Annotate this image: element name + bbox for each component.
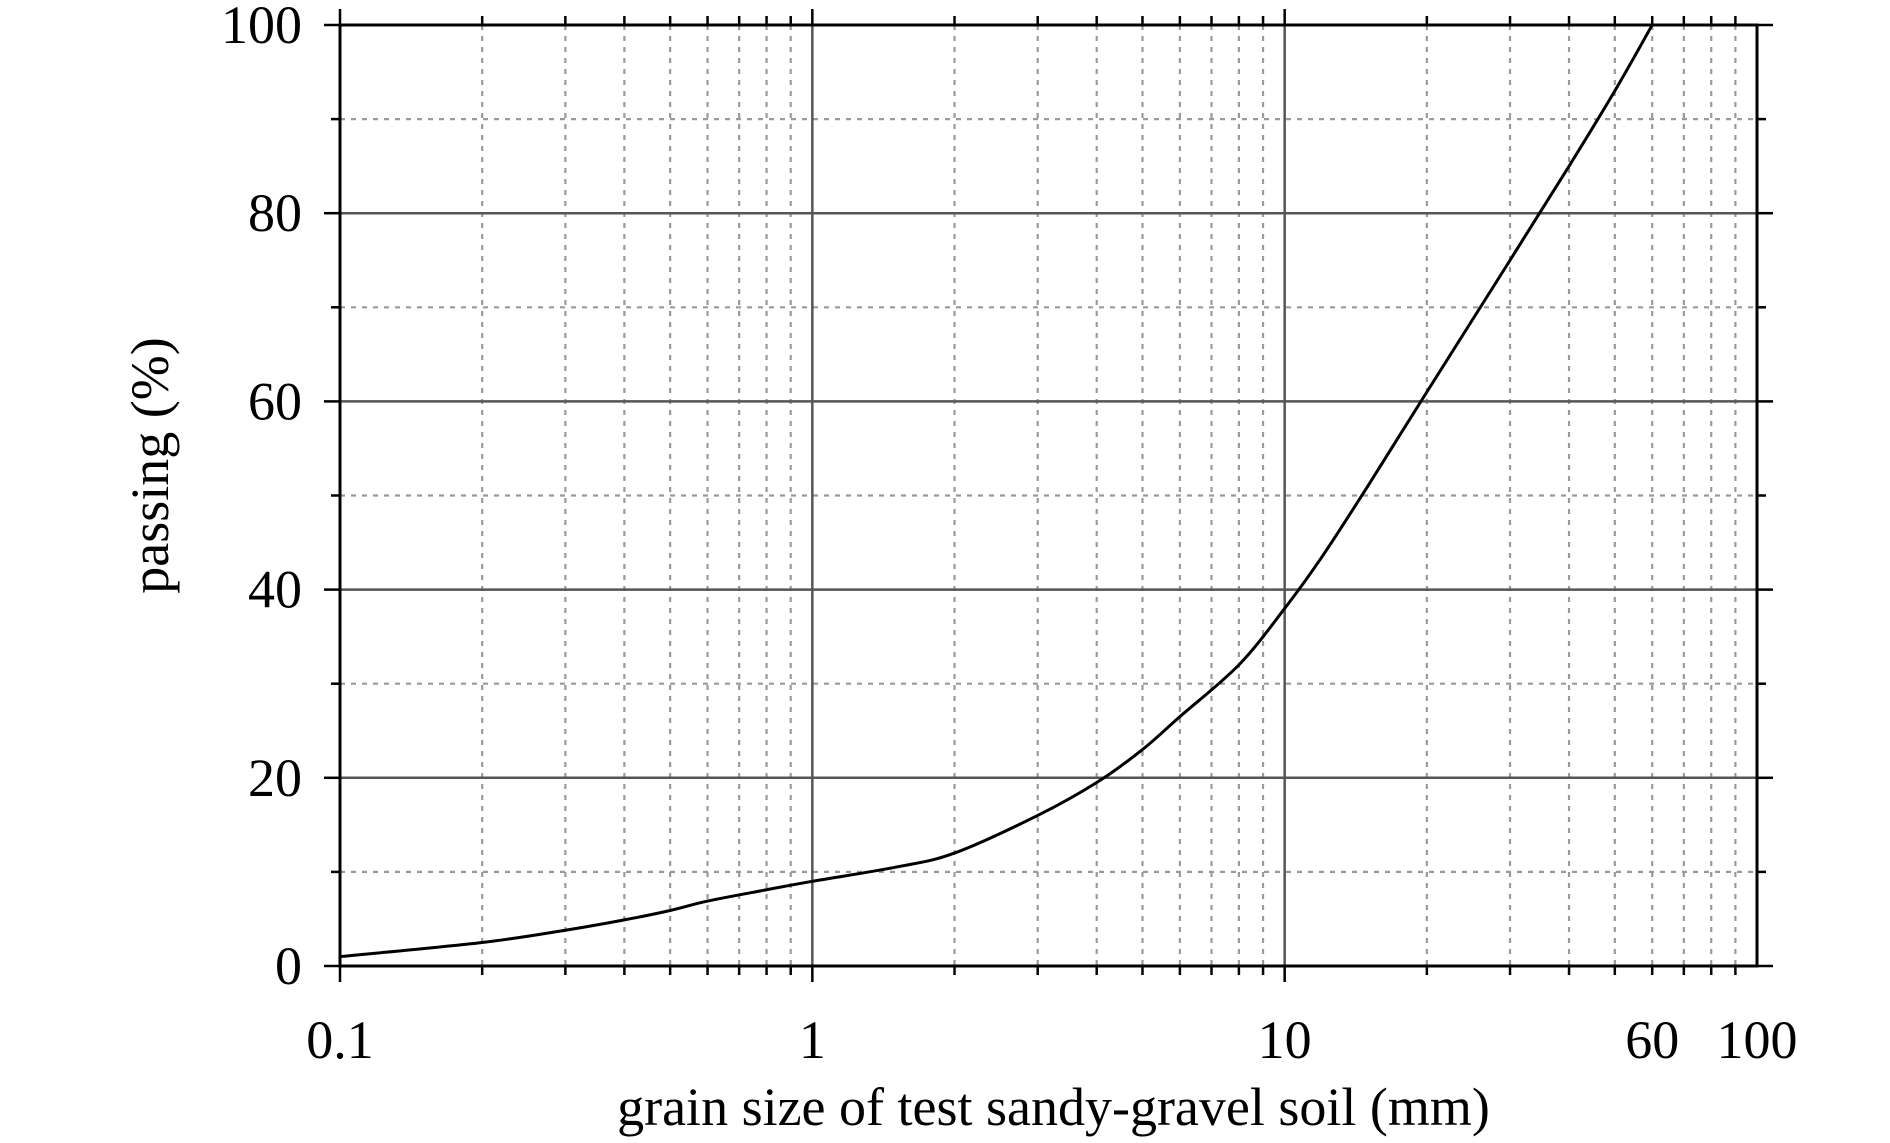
x-tick-label: 100	[1717, 1010, 1798, 1070]
x-tick-label: 60	[1625, 1010, 1679, 1070]
x-axis-label: grain size of test sandy-gravel soil (mm…	[617, 1077, 1490, 1137]
y-tick-label: 40	[248, 560, 302, 620]
y-tick-label: 20	[248, 748, 302, 808]
x-tick-label: 1	[799, 1010, 826, 1070]
y-axis-label: passing (%)	[120, 337, 180, 593]
major-grid	[340, 25, 1757, 966]
series-layer	[339, 24, 1654, 959]
x-tick-label: 0.1	[306, 1010, 374, 1070]
y-tick-label: 60	[248, 371, 302, 431]
minor-grid	[340, 25, 1757, 966]
y-tick-label: 80	[248, 183, 302, 243]
x-tick-label: 10	[1258, 1010, 1312, 1070]
y-tick-label: 100	[221, 0, 302, 55]
y-tick-label: 0	[275, 936, 302, 996]
axis-ticks	[324, 9, 1773, 982]
series-line	[339, 24, 1654, 959]
tick-labels: 0.1 1 10 60 100 0 20 40 60 80 100	[221, 0, 1798, 1070]
